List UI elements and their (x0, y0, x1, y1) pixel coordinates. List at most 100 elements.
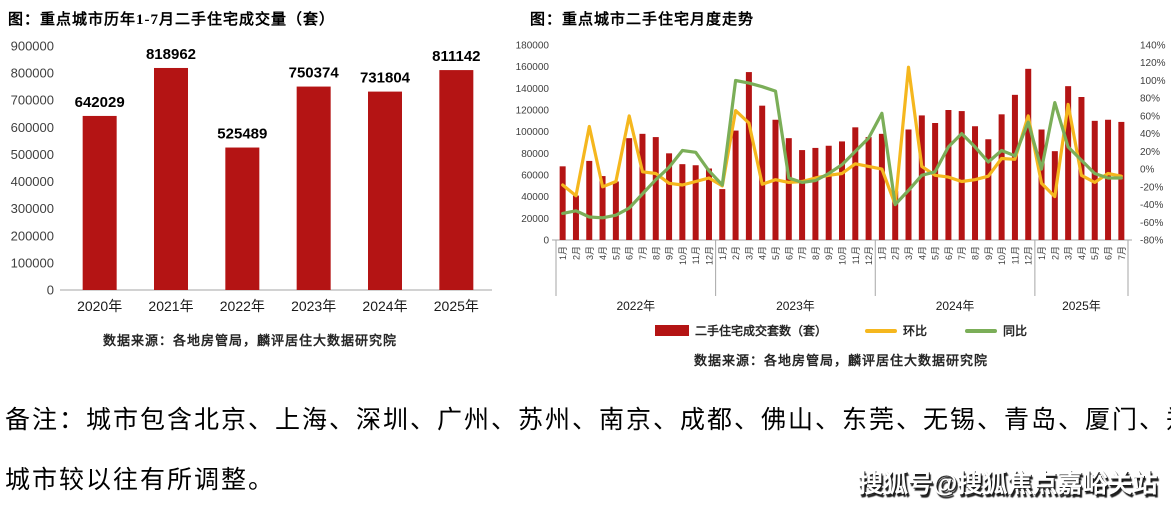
left-bar-chart: 0 100000 200000 300000 400000 500000 600000 700… (11, 39, 492, 314)
left-axis-tick-label: 0 (543, 236, 549, 247)
sohu-watermark: 搜狐号@搜狐焦点嘉峪关站 (858, 470, 1158, 498)
left-axis-tick-label: 80000 (521, 149, 549, 160)
month-tick-label: 2月 (891, 246, 901, 260)
y-axis-tick-label: 100000 (11, 255, 54, 270)
month-tick-label: 12月 (704, 246, 714, 265)
right-axis-tick-label: 100% (1140, 76, 1166, 87)
y-axis-tick-label: 800000 (11, 66, 54, 81)
monthly-bar (705, 168, 712, 240)
month-tick-label: 11月 (691, 246, 701, 264)
footnote-line-2: 城市较以往有所调整。 (5, 467, 276, 494)
month-tick-label: 3月 (744, 246, 754, 260)
y-axis-tick-label: 400000 (11, 174, 54, 189)
monthly-bar (892, 191, 899, 240)
month-tick-label: 5月 (1090, 246, 1100, 260)
huanbi-line-swatch (864, 328, 897, 333)
monthly-bar (1105, 119, 1112, 240)
month-tick-label: 4月 (1077, 246, 1087, 260)
bar (296, 86, 331, 290)
month-tick-label: 4月 (598, 246, 608, 260)
month-tick-label: 8月 (651, 246, 661, 260)
month-tick-label: 10月 (678, 246, 688, 265)
legend-label-huanbi: 环比 (902, 324, 927, 338)
month-tick-label: 9月 (984, 246, 994, 260)
bar-value-label: 811142 (432, 48, 480, 65)
right-chart-legend: 二手住宅成交套数（套） 环比 同比 (512, 322, 1170, 339)
right-axis-tick-label: 140% (1140, 41, 1166, 52)
monthly-bar (745, 72, 752, 240)
month-tick-label: 1月 (1037, 246, 1047, 260)
bar (439, 70, 474, 290)
monthly-bar (825, 145, 832, 240)
month-tick-label: 1月 (558, 246, 568, 260)
year-group-label: 2025年 (1062, 299, 1101, 313)
monthly-bar (785, 138, 792, 240)
legend-item-huanbi: 环比 (864, 322, 927, 339)
monthly-bar (839, 141, 845, 240)
tongbi-line (561, 78, 1123, 220)
month-tick-label: 2月 (731, 246, 741, 260)
month-tick-label: 12月 (864, 246, 874, 265)
month-tick-label: 4月 (758, 246, 768, 260)
month-tick-label: 6月 (1104, 246, 1114, 260)
year-group-label: 2024年 (936, 299, 975, 313)
right-axis-tick-label: -60% (1140, 218, 1163, 229)
month-tick-label: 4月 (917, 246, 927, 260)
year-group-label: 2022年 (616, 299, 655, 313)
x-axis-category-label: 2020年 (77, 298, 122, 314)
bar-value-label: 818962 (146, 46, 196, 63)
month-tick-label: 3月 (1064, 246, 1074, 260)
tongbi-line-swatch (965, 328, 997, 333)
month-tick-label: 3月 (585, 246, 595, 260)
left-chart-title: 图：重点城市历年1-7月二手住宅成交量（套） (8, 12, 335, 28)
legend-label-tongbi: 同比 (1003, 324, 1028, 338)
left-axis-tick-label: 180000 (516, 41, 550, 52)
right-axis-tick-label: 0% (1140, 165, 1155, 176)
monthly-bar (1118, 121, 1125, 240)
month-tick-label: 7月 (638, 246, 648, 260)
monthly-bar (639, 133, 646, 240)
month-tick-label: 12月 (1024, 246, 1034, 265)
month-tick-label: 5月 (931, 246, 941, 260)
bar (368, 91, 402, 290)
legend-label-bars: 二手住宅成交套数（套） (694, 324, 827, 338)
month-tick-label: 2月 (1050, 246, 1060, 260)
bar-value-label: 750374 (289, 65, 340, 82)
x-axis-category-label: 2022年 (220, 298, 265, 314)
month-tick-label: 8月 (811, 246, 821, 260)
left-axis-tick-label: 100000 (516, 127, 550, 138)
right-axis-tick-label: -80% (1140, 236, 1163, 247)
month-tick-label: 6月 (784, 246, 794, 260)
bar (82, 115, 117, 290)
left-axis-tick-label: 40000 (521, 192, 549, 203)
monthly-bar (998, 114, 1005, 240)
monthly-bar (972, 126, 979, 240)
month-tick-label: 6月 (944, 246, 954, 260)
legend-item-bars: 二手住宅成交套数（套） (654, 322, 827, 339)
monthly-bar (985, 139, 992, 240)
monthly-bar (652, 137, 659, 240)
left-chart-source: 数据来源：各地房管局，麟评居住大数据研究院 (102, 333, 397, 348)
y-axis-tick-label: 0 (47, 283, 54, 298)
right-chart-title: 图：重点城市二手住宅月度走势 (530, 12, 755, 28)
monthly-bar (905, 129, 912, 240)
monthly-bar (572, 195, 579, 240)
monthly-bar (945, 110, 952, 240)
month-tick-label: 11月 (851, 246, 861, 264)
x-axis-category-label: 2024年 (362, 298, 407, 314)
monthly-bar (812, 147, 819, 240)
month-tick-label: 10月 (838, 246, 848, 265)
monthly-bar (666, 153, 673, 240)
right-axis-tick-label: -20% (1140, 182, 1163, 193)
monthly-bar (612, 181, 619, 240)
monthly-bar (878, 133, 885, 240)
month-tick-label: 7月 (957, 246, 967, 260)
monthly-bar (852, 127, 859, 240)
month-tick-label: 10月 (997, 246, 1007, 265)
monthly-bar (918, 115, 925, 240)
bar-series-swatch (654, 325, 689, 336)
month-tick-label: 9月 (665, 246, 675, 260)
month-tick-label: 9月 (824, 246, 834, 260)
y-axis-tick-label: 200000 (11, 228, 54, 243)
